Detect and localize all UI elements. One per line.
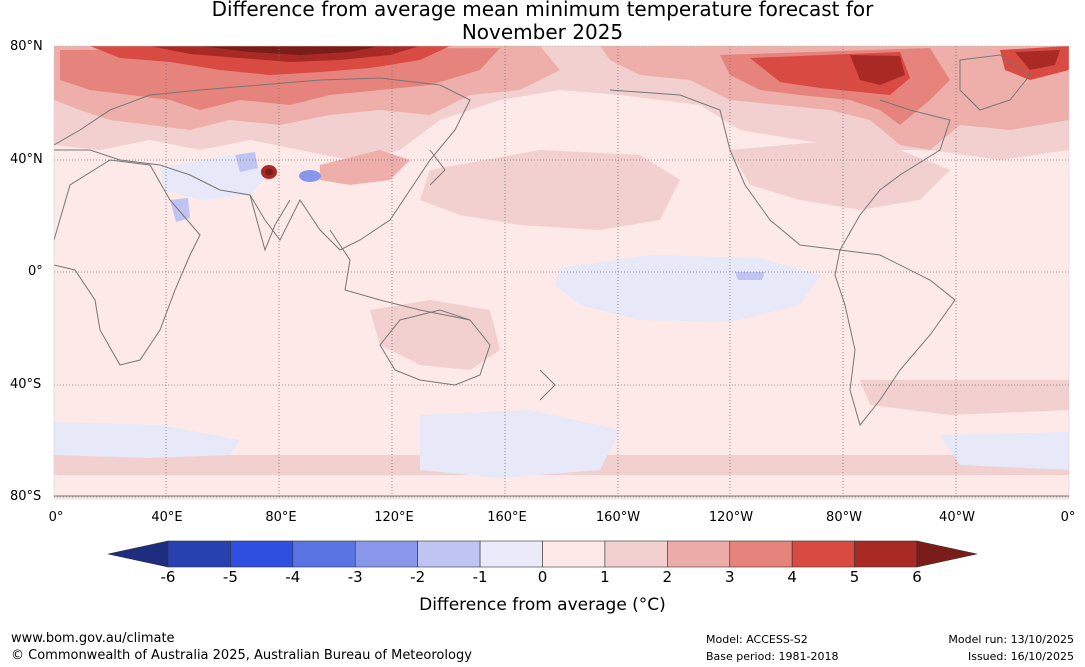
tibet-cool-spot (299, 170, 321, 182)
colorbar-tick-label: 6 (912, 568, 922, 586)
africa-coast (54, 159, 201, 366)
greenland-coast (959, 54, 1031, 111)
colorbar-tick-label: -5 (222, 568, 238, 586)
footer-base-period: Base period: 1981-2018 (706, 650, 839, 663)
china-warm-patch (320, 150, 410, 185)
southern-ocean-cool-3 (940, 432, 1069, 470)
lon-label-80e: 80°E (265, 510, 297, 525)
lon-label-0-east-edge: 0° (1060, 510, 1076, 525)
lat-label-80s: 80°S (10, 489, 42, 504)
map-title-line-1: Difference from average mean minimum tem… (211, 0, 874, 21)
colorbar-segment (542, 540, 606, 568)
colorbar-segment (479, 540, 543, 568)
lat-label-equator: 0° (28, 264, 43, 279)
coastlines (54, 54, 1069, 497)
se-asia-coast (329, 229, 471, 321)
footer-url: www.bom.gov.au/climate (11, 631, 175, 646)
australia-coast (379, 309, 491, 386)
australia-warm-patch (370, 300, 500, 370)
colorbar (107, 540, 978, 568)
siberia-warm-6plus (200, 46, 380, 55)
lon-label-120w: 120°W (708, 510, 754, 525)
south-atlantic-warm-band (860, 380, 1069, 415)
colorbar-tick-label: 1 (600, 568, 610, 586)
lat-label-40s: 40°S (10, 377, 42, 392)
lon-label-80w: 80°W (826, 510, 862, 525)
southern-ocean-cool-2 (420, 410, 620, 478)
colorbar-label: Difference from average (°C) (419, 595, 666, 615)
colorbar-segment (729, 540, 793, 568)
colorbar-tick-label: -1 (472, 568, 488, 586)
colorbar-tick-label: 0 (537, 568, 548, 586)
map-title-line-2: November 2025 (461, 20, 624, 44)
footer-model-run: Model run: 13/10/2025 (948, 633, 1074, 646)
colorbar-segment (854, 540, 918, 568)
colorbar-segment (292, 540, 356, 568)
pacific-warm-patch (420, 150, 680, 230)
footer-copyright: © Commonwealth of Australia 2025, Austra… (11, 648, 472, 663)
kashmir-hot-spot-core (265, 168, 273, 176)
japan-coast (429, 149, 446, 186)
map-frame (53, 45, 1070, 500)
southern-ocean-cool-1 (54, 422, 240, 458)
footer-model: Model: ACCESS-S2 (706, 633, 808, 646)
colorbar-segment (667, 540, 731, 568)
pakistan-cool-spot (235, 152, 258, 172)
colorbar-extend-high (916, 540, 978, 568)
colorbar-tick-label: -6 (160, 568, 176, 586)
colorbar-segment (354, 540, 418, 568)
south-america-coast (834, 249, 956, 427)
lon-label-160e: 160°E (487, 510, 527, 525)
lon-label-40e: 40°E (151, 510, 183, 525)
footer-issued: Issued: 16/10/2025 (967, 650, 1074, 663)
lat-label-80n: 80°N (10, 39, 43, 54)
hudson-warm-5-6 (850, 55, 905, 85)
graticule (54, 46, 1069, 499)
equatorial-pacific-cool-core (735, 272, 765, 280)
lon-label-120e: 120°E (374, 510, 414, 525)
north-america-warm-patch (730, 140, 950, 210)
india-coast (249, 194, 291, 252)
colorbar-tick-label: -4 (285, 568, 301, 586)
colorbar-segment (791, 540, 855, 568)
greenland-warm-5-6 (1015, 50, 1060, 70)
colorbar-extend-low (107, 540, 169, 568)
colorbar-tick-label: -3 (347, 568, 363, 586)
colorbar-tick-label: 3 (724, 568, 735, 586)
colorbar-segment (604, 540, 668, 568)
colorbar-tick-label: 4 (787, 568, 797, 586)
colorbar-tick-label: -2 (410, 568, 426, 586)
colorbar-segment (230, 540, 294, 568)
colorbar-tick-label: 5 (849, 568, 860, 586)
lon-label-0-west-edge: 0° (48, 510, 64, 525)
lon-label-40w: 40°W (939, 510, 975, 525)
lon-label-160w: 160°W (595, 510, 641, 525)
colorbar-segment (417, 540, 481, 568)
colorbar-segment (167, 540, 231, 568)
europe-asia-coast (54, 77, 471, 251)
arabia-cool-spot (170, 198, 190, 222)
colorbar-tick-label: 2 (662, 568, 673, 586)
lat-label-40n: 40°N (10, 152, 43, 167)
